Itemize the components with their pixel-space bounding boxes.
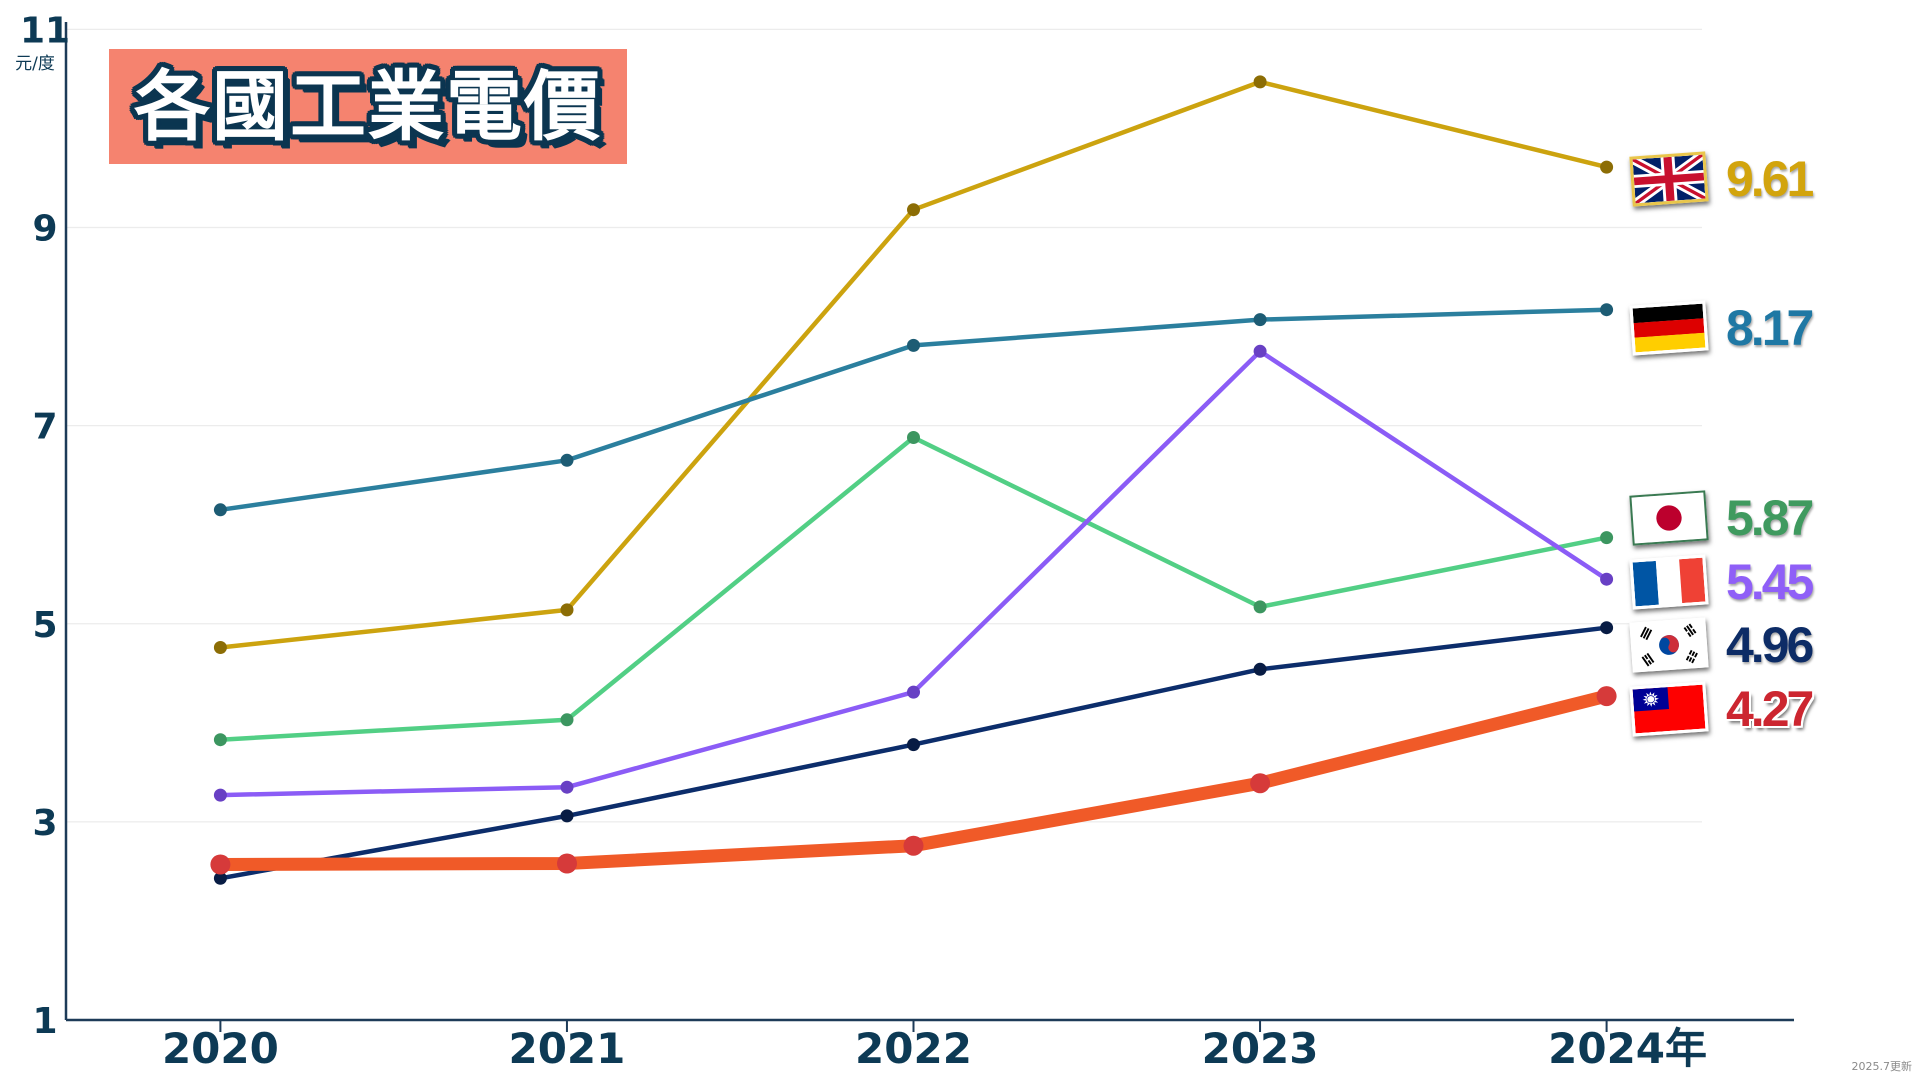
series-line-uk [218, 79, 1609, 650]
y-tick-label: 7 [32, 407, 57, 448]
data-point-japan [560, 713, 574, 727]
data-point-germany [907, 338, 920, 352]
data-point-south-korea [1600, 621, 1614, 635]
data-point-uk [213, 641, 227, 654]
end-label-uk: 9.61 [1726, 151, 1814, 207]
data-point-taiwan [1250, 773, 1271, 794]
data-point-japan [907, 431, 920, 444]
y-axis-ticks: 1 3 5 7 9 11 [20, 10, 70, 1042]
france-flag-icon [1629, 554, 1709, 610]
y-tick-label: 9 [32, 209, 57, 250]
end-label-japan: 5.87 [1726, 490, 1814, 546]
end-row-germany: 8.17 [1629, 300, 1814, 356]
end-row-japan: 5.87 [1629, 490, 1814, 546]
japan-flag-icon [1629, 490, 1709, 546]
data-point-japan [1600, 531, 1614, 545]
data-point-south-korea [213, 871, 227, 885]
data-point-france [560, 780, 574, 794]
data-point-taiwan [1596, 686, 1617, 707]
x-axis-ticks: 2020 2021 2022 2023 2024年 [162, 1020, 1707, 1073]
data-point-uk [1600, 160, 1614, 174]
end-label-taiwan: 4.27 [1726, 681, 1814, 737]
chart-title-box: 各國工業電價 [109, 49, 627, 164]
chart-title: 各國工業電價 [134, 61, 602, 151]
data-point-france [1600, 572, 1614, 586]
data-point-france [213, 788, 227, 802]
y-axis-unit: 元/度 [15, 54, 55, 74]
y-tick-label: 3 [32, 803, 57, 844]
series-uk [213, 75, 1614, 654]
data-point-germany [560, 453, 574, 467]
y-tick-label: 5 [32, 605, 57, 646]
end-label-germany: 8.17 [1726, 300, 1814, 356]
taiwan-flag-icon [1629, 681, 1709, 737]
end-row-south-korea: 4.96 [1629, 617, 1814, 673]
gridlines [66, 28, 1702, 823]
data-point-south-korea [560, 809, 574, 823]
data-point-uk [560, 603, 574, 617]
data-point-taiwan [557, 853, 577, 874]
data-point-south-korea [907, 738, 920, 752]
end-row-taiwan: 4.27 [1629, 681, 1814, 737]
data-point-taiwan [210, 854, 231, 875]
data-point-south-korea [1253, 662, 1267, 676]
y-tick-label: 11 [20, 10, 70, 51]
uk-flag-icon [1629, 151, 1709, 207]
series-france [213, 344, 1614, 802]
germany-flag-icon [1629, 300, 1709, 356]
data-point-uk [907, 203, 920, 217]
series-japan [213, 431, 1614, 747]
data-point-taiwan [903, 835, 924, 856]
end-row-france: 5.45 [1629, 554, 1814, 610]
series-taiwan [210, 686, 1617, 875]
series-germany [213, 303, 1614, 517]
x-tick-label: 2024年 [1548, 1024, 1707, 1073]
data-point-japan [213, 733, 227, 747]
y-tick-label: 1 [32, 1001, 57, 1042]
data-point-japan [1253, 600, 1267, 614]
x-tick-label: 2022 [855, 1024, 972, 1073]
footnote: 2025.7更新 [1851, 1060, 1913, 1073]
x-tick-label: 2023 [1202, 1024, 1319, 1073]
data-point-uk [1253, 75, 1267, 89]
end-label-south-korea: 4.96 [1726, 617, 1814, 673]
data-point-germany [1600, 303, 1614, 317]
data-point-germany [1253, 313, 1267, 327]
data-point-france [907, 685, 920, 699]
data-point-germany [213, 503, 227, 517]
end-row-uk: 9.61 [1629, 151, 1814, 207]
end-label-france: 5.45 [1726, 554, 1814, 610]
data-point-france [1253, 344, 1267, 358]
south-korea-flag-icon [1629, 617, 1709, 673]
series-south-korea [213, 621, 1614, 885]
x-tick-label: 2021 [508, 1024, 625, 1073]
x-tick-label: 2020 [162, 1024, 279, 1073]
